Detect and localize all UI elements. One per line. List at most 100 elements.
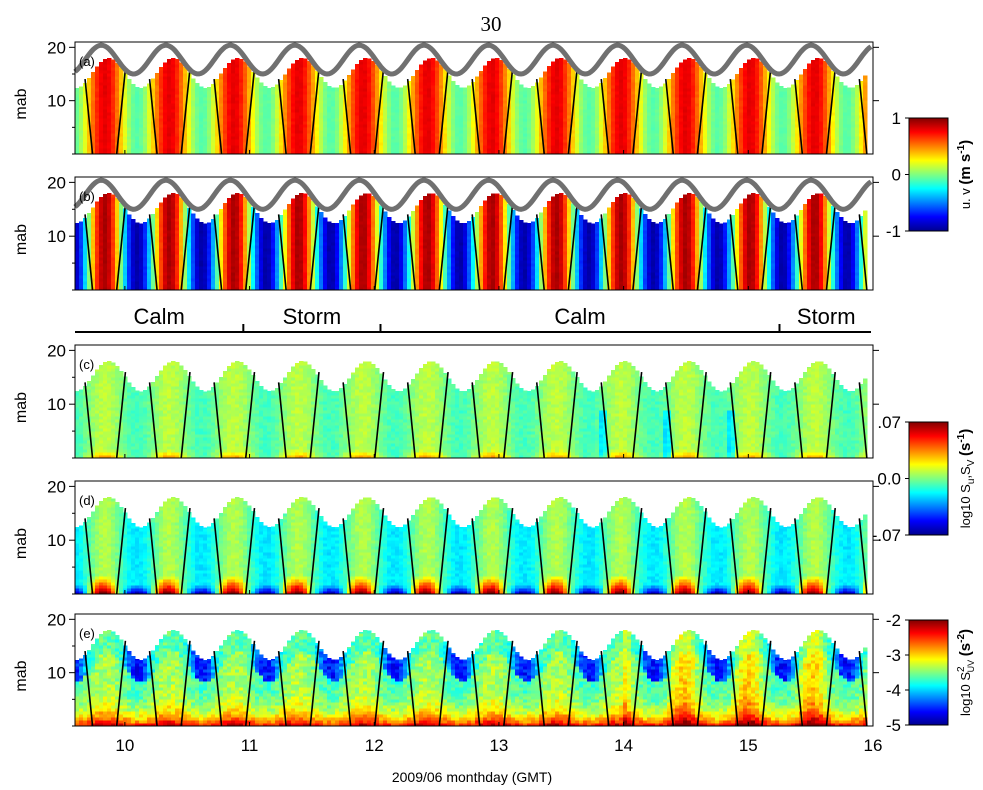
slack-contour [406,382,416,459]
y-axis-label: mab [13,528,30,559]
panels: 10 20 mab (a) 10 20 mab (b) 10 20 mab (c) 10 20 mab (d)… [13,38,879,727]
slack-contour [729,518,739,595]
slack-contour [309,640,320,727]
page-number: 30 [481,12,502,36]
slack-contour [729,382,739,459]
y-tick-label: 10 [47,664,66,683]
slack-contour [471,518,481,595]
slack-contour [471,382,481,459]
contours-a [84,68,868,155]
slack-contour [825,640,836,727]
slack-contour [761,203,772,291]
colorbar-tick-label: -.07 [872,526,901,545]
slack-contour [373,371,385,459]
slack-contour [825,371,837,459]
slack-contour [858,214,868,291]
x-tick-label: 14 [614,736,633,755]
slack-contour [503,68,514,155]
panel-a: 10 20 mab (a) [13,38,879,155]
slack-contour [84,518,94,595]
slack-contour [148,650,158,727]
colorbar-tick-label: 1 [892,109,901,128]
slack-contour [180,371,191,459]
slack-contour [438,68,449,155]
panel-c: 10 20 mab (c) [13,341,879,459]
slack-contour [858,78,868,155]
slack-contour [84,78,94,155]
colorbar-label: u. v (m s-1) [956,140,974,209]
slack-contour [600,78,610,155]
x-tick-label: 15 [739,736,758,755]
slack-contour [309,68,320,155]
slack-contour [794,382,804,459]
sea-surface-line [73,42,873,77]
colorbar-gradient [908,619,949,726]
slack-contour [535,214,546,291]
slack-contour [632,507,643,595]
y-tick-label: 10 [47,92,66,111]
colorbar-tick-label: -5 [886,716,901,735]
slack-contour [858,650,868,727]
slack-contour [794,518,804,595]
slack-contour [438,371,449,459]
panel-label: (b) [79,189,95,204]
slack-contour [729,214,739,291]
slack-contour [664,214,675,291]
panel-label: (d) [79,493,95,508]
slack-contour [115,68,127,155]
slack-contour [632,371,643,459]
slack-contour [342,518,352,595]
slack-contour [535,78,546,155]
slack-contour [244,371,256,459]
colorbar-gradient [908,421,949,536]
panel-frame [74,480,874,595]
slack-contour [277,214,287,291]
x-tick-label: 16 [864,736,883,755]
heatmap-cells-d [75,497,868,595]
slack-contour [309,203,320,291]
contours-e [84,640,868,727]
slack-contour [277,78,287,155]
slack-contour [148,382,158,459]
slack-contour [244,640,256,727]
slack-contour [277,518,287,595]
slack-contour [180,507,191,595]
slack-contour [600,650,610,727]
x-tick-label: 10 [115,736,134,755]
x-axis: 10 11 12 13 14 15 16 [115,150,882,755]
slack-contour [84,650,94,727]
slack-contour [115,640,127,727]
panel-label: (c) [79,357,94,372]
panel-b: 10 20 mab (b) [13,173,879,291]
slack-contour [600,518,610,595]
colorbar-shear_squared: -2 -3 -4 -5 log10 S2UV (s-2) [886,611,976,735]
colorbar-label: log10 S2UV (s-2) [956,629,976,716]
slack-contour [729,78,739,155]
slack-contour [148,214,158,291]
slack-contour [84,382,94,459]
period-timeline: Calm Storm Calm Storm [75,304,871,333]
slack-contour [115,371,127,459]
y-tick-label: 20 [47,173,66,192]
slack-contour [471,214,481,291]
slack-contour [761,640,772,727]
y-axis-label: mab [13,224,30,255]
slack-contour [373,507,385,595]
slack-contour [794,650,804,727]
slack-contour [180,68,191,155]
slack-contour [309,371,320,459]
slack-contour [600,382,610,459]
slack-contour [567,371,578,459]
slack-contour [664,650,675,727]
slack-contour [664,78,675,155]
slack-contour [373,203,385,291]
colorbar-tick-label: -3 [886,646,901,665]
slack-contour [180,640,191,727]
slack-contour [373,640,385,727]
slack-contour [471,78,481,155]
colorbar-gradient [908,117,949,232]
slack-contour [567,640,578,727]
slack-contour [761,371,772,459]
slack-contour [696,371,707,459]
slack-contour [148,518,158,595]
